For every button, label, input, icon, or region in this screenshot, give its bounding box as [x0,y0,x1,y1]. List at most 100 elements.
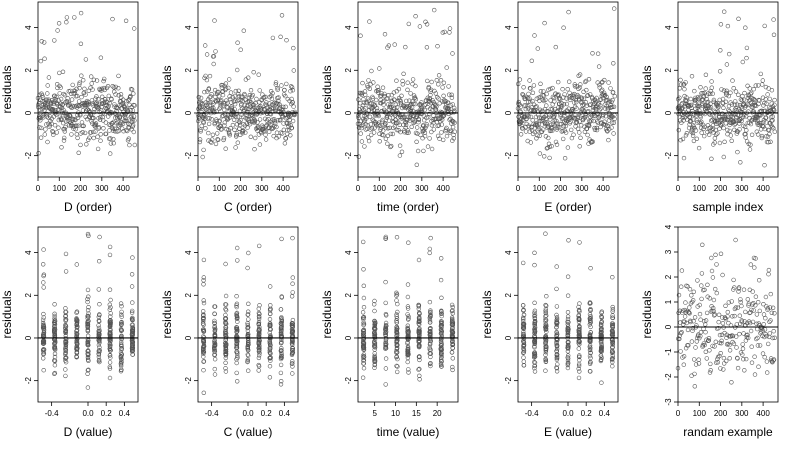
data-point [131,91,136,96]
data-point [721,9,727,14]
data-point [246,95,252,100]
data-point [235,40,240,45]
y-axis-label: residuals [0,65,14,113]
data-point [761,312,767,317]
data-point [413,14,418,19]
data-point [731,277,736,283]
x-tick-label: 400 [756,409,770,418]
data-point [107,151,113,156]
data-point [532,250,537,256]
data-point [207,116,212,121]
x-tick-label: 400 [756,184,770,193]
data-point [99,104,104,110]
data-point [417,315,422,320]
x-tick-label: 0.0 [82,409,94,418]
data-point [394,314,399,319]
data-point [396,120,401,125]
data-point [222,101,228,106]
data-point [444,125,449,131]
data-point [721,105,726,111]
y-tick-label: 4 [664,224,673,229]
y-tick-label: 0 [664,110,673,115]
data-point [130,340,135,345]
data-point [41,315,46,320]
x-tick-label: 200 [714,409,728,418]
data-point [691,138,697,144]
data-point [42,56,47,61]
data-point [429,146,435,152]
x-tick-label: 0 [676,409,681,418]
data-point [232,107,237,112]
data-point [107,252,113,258]
data-point [63,373,68,379]
data-point [720,96,726,102]
data-point [81,123,86,129]
data-point [438,331,444,336]
data-point [224,98,229,103]
data-point [246,342,251,347]
data-point [52,38,57,43]
data-point [439,349,444,355]
data-point [43,127,48,132]
data-point [279,83,284,88]
data-point [119,309,124,315]
data-point [97,359,102,365]
data-point [743,135,748,140]
data-point [203,73,208,79]
data-point [288,84,294,89]
data-point [214,119,220,124]
data-point [554,322,560,328]
data-point [38,135,44,140]
data-point [383,356,389,361]
data-point [741,287,747,292]
data-point [94,78,100,83]
data-point [537,133,542,139]
data-point [698,330,704,335]
data-point [678,77,683,83]
data-point [520,125,525,131]
data-point [257,243,262,249]
data-point [113,84,119,90]
data-point [63,350,68,356]
data-point [63,318,68,323]
data-point [393,102,398,107]
x-tick-label: 20 [433,409,442,418]
data-point [290,361,295,366]
data-point [405,306,411,311]
data-point [759,135,764,141]
x-tick-label: 0.2 [581,409,593,418]
data-point [130,343,135,348]
data-point [72,15,77,20]
data-point [700,91,705,96]
data-point [733,237,738,243]
data-point [107,375,113,381]
data-point [288,133,293,138]
data-point [75,115,81,121]
data-point [408,91,413,96]
data-point [745,297,750,302]
data-point [292,109,297,115]
data-point [765,134,771,139]
data-point [521,316,526,322]
data-point [256,322,261,327]
data-point [290,235,295,241]
data-point [554,118,559,124]
data-point [256,341,262,346]
data-point [107,307,113,312]
data-point [407,118,412,123]
data-point [395,309,400,315]
data-point [247,121,253,127]
data-point [405,304,411,309]
data-point [683,300,688,305]
data-point [41,349,46,355]
plot-frame [357,1,459,178]
data-point [704,310,710,316]
data-point [383,279,388,285]
data-point [389,104,394,110]
data-point [368,122,373,127]
data-point [245,328,251,334]
data-point [236,88,241,94]
data-point [201,147,206,153]
data-point [717,69,723,74]
data-point [588,324,593,330]
